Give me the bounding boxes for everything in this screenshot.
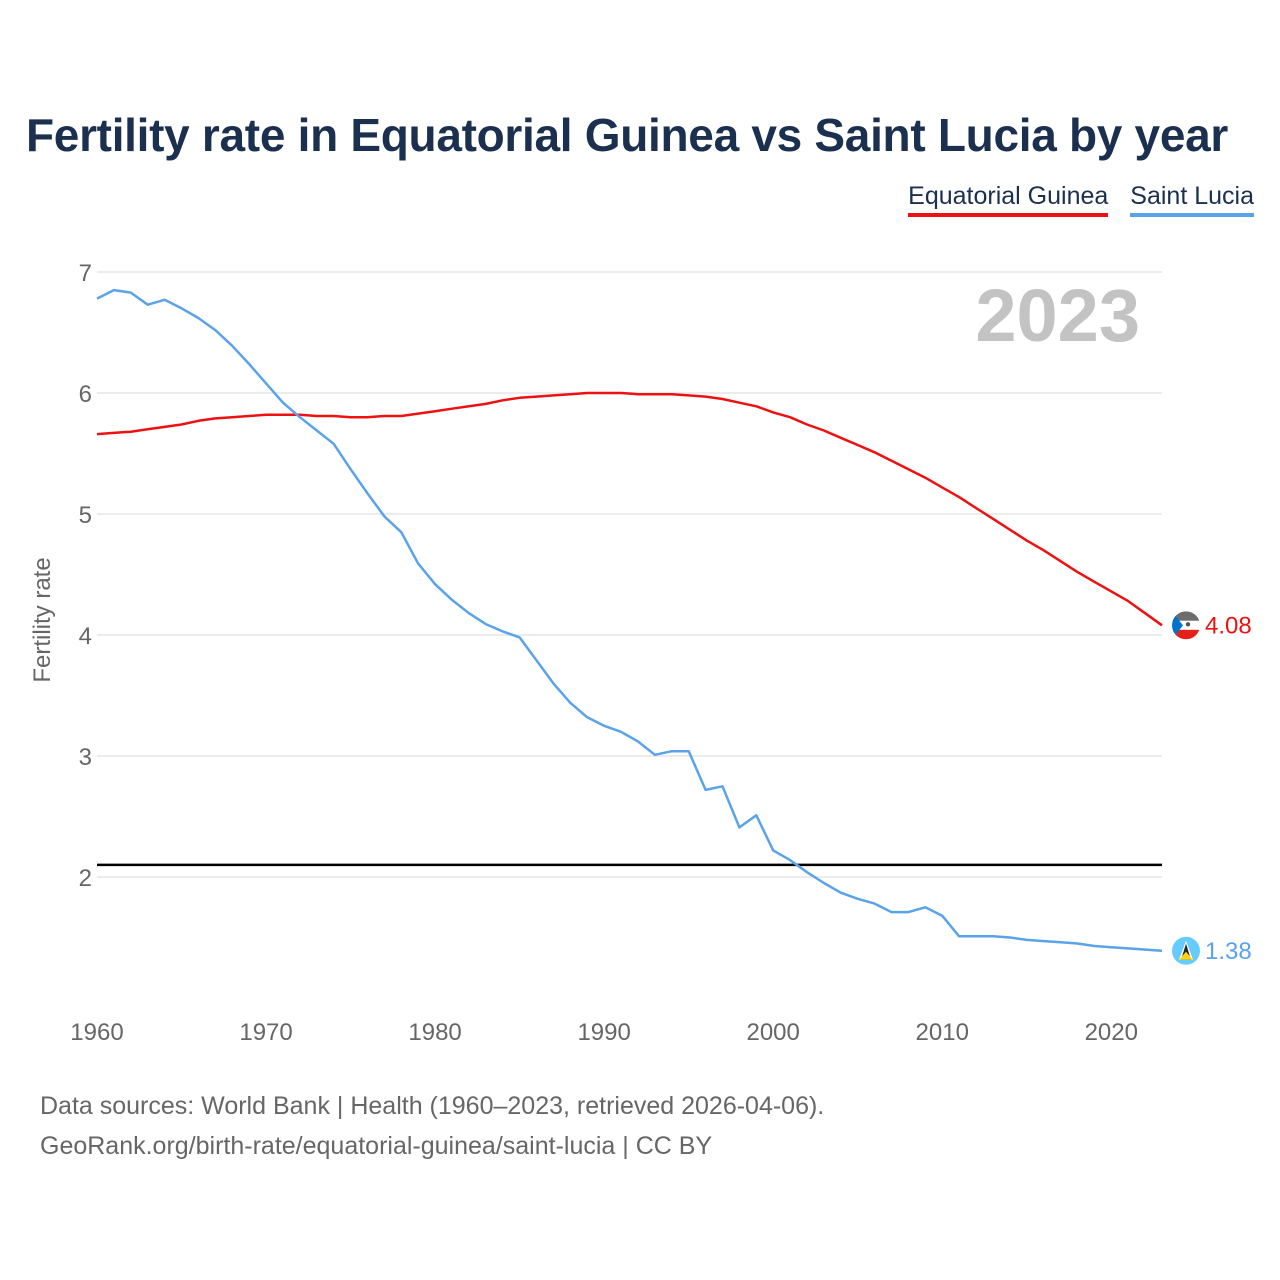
chart-title: Fertility rate in Equatorial Guinea vs S… (26, 109, 1228, 161)
x-tick-label: 2020 (1085, 1019, 1138, 1046)
footer: Data sources: World Bank | Health (1960–… (40, 1086, 824, 1166)
y-axis-label: Fertility rate (29, 557, 56, 682)
x-tick-label: 1970 (239, 1019, 292, 1046)
x-tick-label: 1960 (70, 1019, 123, 1046)
y-tick-label: 5 (79, 502, 92, 529)
series-line-saint-lucia (96, 288, 1163, 953)
x-tick-label: 1990 (577, 1019, 630, 1046)
end-label-saint-lucia: 1.38 (1205, 938, 1252, 965)
footer-link[interactable]: GeoRank.org/birth-rate/equatorial-guinea… (40, 1132, 713, 1160)
y-tick-label: 4 (79, 623, 92, 650)
saint-lucia-flag-icon (1172, 936, 1200, 965)
year-watermark: 2023 (975, 274, 1140, 357)
legend-item-equatorial-guinea[interactable]: Equatorial Guinea (908, 182, 1109, 217)
series-line-equatorial-guinea (96, 391, 1163, 627)
equatorial-guinea-flag-icon (1172, 611, 1200, 640)
x-tick-label: 2010 (916, 1019, 969, 1046)
x-tick-label: 1980 (408, 1019, 461, 1046)
legend-item-saint-lucia[interactable]: Saint Lucia (1130, 182, 1254, 217)
legend: Equatorial Guinea Saint Lucia (908, 182, 1254, 217)
y-tick-label: 6 (79, 381, 92, 408)
y-tick-label: 7 (79, 260, 92, 287)
y-tick-label: 2 (79, 865, 92, 892)
end-label-equatorial-guinea: 4.08 (1205, 612, 1252, 639)
y-tick-label: 3 (79, 744, 92, 771)
x-tick-label: 2000 (746, 1019, 799, 1046)
footer-sources: Data sources: World Bank | Health (1960–… (40, 1092, 825, 1120)
